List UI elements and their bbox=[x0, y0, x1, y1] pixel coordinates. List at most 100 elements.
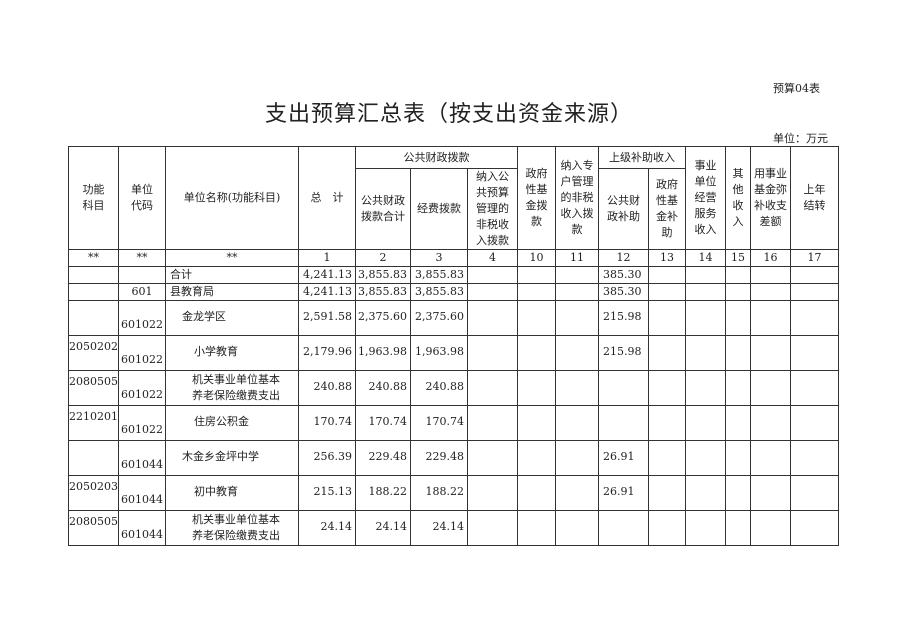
unit-name: 金龙学区 bbox=[165, 300, 299, 336]
header-name: 单位名称(功能科目) bbox=[165, 146, 299, 250]
header-public-finance: 公共财政拨款 bbox=[355, 146, 518, 169]
table-row: 2080505 601022 机关事业单位基本 养老保险缴费支出 240.88 2… bbox=[68, 370, 839, 406]
total-value: 4,241.13 bbox=[298, 283, 356, 301]
index-cell: 16 bbox=[750, 249, 791, 267]
public-subsidy-value: 385.30 bbox=[598, 283, 649, 301]
public-subsidy-value: 385.30 bbox=[598, 266, 649, 284]
funding-value: 240.88 bbox=[410, 370, 468, 406]
public-subsidy-value: 26.91 bbox=[598, 475, 649, 511]
index-cell: 14 bbox=[685, 249, 726, 267]
public-subsidy-value bbox=[598, 405, 649, 441]
unit-name: 机关事业单位基本 养老保险缴费支出 bbox=[165, 510, 299, 546]
index-cell: 3 bbox=[410, 249, 468, 267]
table-row: 2050203 601044 初中教育 215.13 188.22 188.22 … bbox=[68, 475, 839, 511]
public-total-value: 3,855.83 bbox=[355, 283, 411, 301]
header-carryover: 上年 结转 bbox=[790, 146, 839, 250]
public-subsidy-value: 26.91 bbox=[598, 440, 649, 476]
header-func: 功能 科目 bbox=[68, 146, 119, 250]
index-cell: 13 bbox=[648, 249, 686, 267]
funding-value: 188.22 bbox=[410, 475, 468, 511]
header-gov-fund: 政府 性基 金拨 款 bbox=[517, 146, 556, 250]
funding-value: 2,375.60 bbox=[410, 300, 468, 336]
page-title: 支出预算汇总表（按支出资金来源） bbox=[264, 102, 633, 127]
header-total: 总 计 bbox=[298, 146, 356, 250]
funding-value: 24.14 bbox=[410, 510, 468, 546]
unit-code: 601044 bbox=[118, 440, 166, 476]
table-row: 601044 木金乡金坪中学 256.39 229.48 229.48 26.91 bbox=[68, 440, 839, 476]
unit-name: 县教育局 bbox=[165, 283, 299, 301]
func-code bbox=[68, 300, 119, 336]
index-cell: 10 bbox=[517, 249, 556, 267]
total-value: 24.14 bbox=[298, 510, 356, 546]
index-cell: 17 bbox=[790, 249, 839, 267]
funding-value: 170.74 bbox=[410, 405, 468, 441]
unit-code: 601044 bbox=[118, 510, 166, 546]
table-number: 预算04表 bbox=[773, 82, 820, 95]
header-fund-offset: 用事业 基金弥 补收支 差额 bbox=[750, 146, 791, 250]
header-superior-subsidy: 上级补助收入 bbox=[598, 146, 686, 169]
header-nontax: 纳入公 共预算 管理的 非税收 入拨款 bbox=[467, 168, 518, 250]
total-value: 215.13 bbox=[298, 475, 356, 511]
header-public-total: 公共财政 拨款合计 bbox=[355, 168, 411, 250]
index-cell: 4 bbox=[467, 249, 518, 267]
unit-code bbox=[118, 266, 166, 284]
unit-name: 住房公积金 bbox=[165, 405, 299, 441]
unit-name: 合计 bbox=[165, 266, 299, 284]
total-value: 2,591.58 bbox=[298, 300, 356, 336]
unit-name: 木金乡金坪中学 bbox=[165, 440, 299, 476]
func-code: 2050203 bbox=[68, 475, 119, 511]
budget-table: 功能 科目 单位 代码 单位名称(功能科目) 总 计 公共财政拨款 政府 性基 … bbox=[68, 146, 839, 546]
unit-name: 机关事业单位基本 养老保险缴费支出 bbox=[165, 370, 299, 406]
total-value: 2,179.96 bbox=[298, 335, 356, 371]
header-sub-gov-fund: 政府 性基 金补 助 bbox=[648, 168, 686, 250]
unit-code: 601044 bbox=[118, 475, 166, 511]
unit-code: 601022 bbox=[118, 405, 166, 441]
func-code: 2080505 bbox=[68, 510, 119, 546]
public-total-value: 188.22 bbox=[355, 475, 411, 511]
table-row: 合计 4,241.13 3,855.83 3,855.83 385.30 bbox=[68, 266, 839, 284]
index-cell: ** bbox=[165, 249, 299, 267]
table-row: 601022 金龙学区 2,591.58 2,375.60 2,375.60 21… bbox=[68, 300, 839, 336]
public-subsidy-value bbox=[598, 370, 649, 406]
table-row: 2080505 601044 机关事业单位基本 养老保险缴费支出 24.14 24… bbox=[68, 510, 839, 546]
func-code bbox=[68, 440, 119, 476]
funding-value: 229.48 bbox=[410, 440, 468, 476]
total-value: 240.88 bbox=[298, 370, 356, 406]
funding-value: 3,855.83 bbox=[410, 283, 468, 301]
header-special-account: 纳入专 户管理 的非税 收入拨 款 bbox=[555, 146, 599, 250]
funding-value: 1,963.98 bbox=[410, 335, 468, 371]
unit-name: 小学教育 bbox=[165, 335, 299, 371]
total-value: 4,241.13 bbox=[298, 266, 356, 284]
public-subsidy-value bbox=[598, 510, 649, 546]
funding-value: 3,855.83 bbox=[410, 266, 468, 284]
public-total-value: 2,375.60 bbox=[355, 300, 411, 336]
index-cell: 15 bbox=[725, 249, 751, 267]
public-total-value: 3,855.83 bbox=[355, 266, 411, 284]
func-code bbox=[68, 283, 119, 301]
unit-code: 601 bbox=[118, 283, 166, 301]
index-cell: ** bbox=[68, 249, 119, 267]
public-subsidy-value: 215.98 bbox=[598, 335, 649, 371]
header-other-income: 其 他 收 入 bbox=[725, 146, 751, 250]
unit-name: 初中教育 bbox=[165, 475, 299, 511]
unit-code: 601022 bbox=[118, 335, 166, 371]
func-code: 2210201 bbox=[68, 405, 119, 441]
index-cell: 1 bbox=[298, 249, 356, 267]
index-cell: ** bbox=[118, 249, 166, 267]
index-cell: 12 bbox=[598, 249, 649, 267]
public-subsidy-value: 215.98 bbox=[598, 300, 649, 336]
public-total-value: 240.88 bbox=[355, 370, 411, 406]
func-code: 2080505 bbox=[68, 370, 119, 406]
unit-label: 单位：万元 bbox=[773, 132, 828, 145]
public-total-value: 229.48 bbox=[355, 440, 411, 476]
header-code: 单位 代码 bbox=[118, 146, 166, 250]
func-code: 2050202 bbox=[68, 335, 119, 371]
header-funding: 经费拨款 bbox=[410, 168, 468, 250]
index-cell: 11 bbox=[555, 249, 599, 267]
unit-code: 601022 bbox=[118, 370, 166, 406]
table-row: 601 县教育局 4,241.13 3,855.83 3,855.83 385.3… bbox=[68, 283, 839, 301]
table-row: 2210201 601022 住房公积金 170.74 170.74 170.74 bbox=[68, 405, 839, 441]
public-total-value: 1,963.98 bbox=[355, 335, 411, 371]
total-value: 170.74 bbox=[298, 405, 356, 441]
public-total-value: 24.14 bbox=[355, 510, 411, 546]
